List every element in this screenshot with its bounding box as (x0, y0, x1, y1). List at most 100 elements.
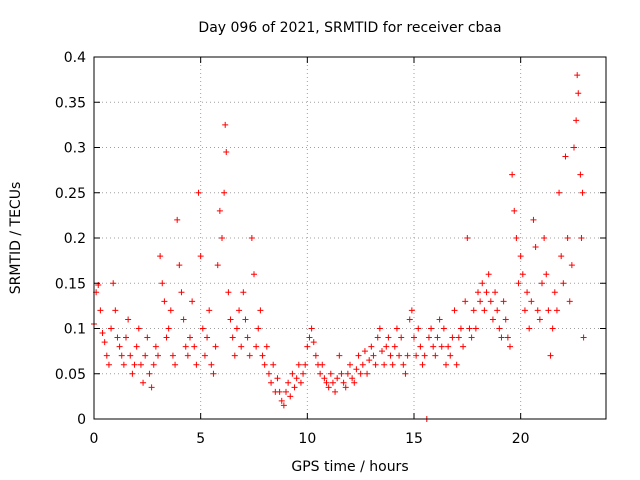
x-axis-label: GPS time / hours (291, 459, 408, 475)
data-point (306, 334, 313, 341)
data-point (349, 375, 356, 382)
data-point (157, 253, 164, 260)
data-point (509, 171, 516, 178)
data-point (210, 370, 217, 377)
data-point (434, 334, 441, 341)
data-point (291, 384, 298, 391)
data-point (180, 316, 187, 323)
data-point (323, 379, 330, 386)
data-point (357, 370, 364, 377)
data-point (182, 343, 189, 350)
data-point (329, 379, 336, 386)
data-point (372, 361, 379, 368)
data-point (295, 361, 302, 368)
data-point (580, 334, 587, 341)
data-point (374, 334, 381, 341)
data-point (125, 316, 132, 323)
data-point (204, 334, 211, 341)
chart-title: Day 096 of 2021, SRMTID for receiver cba… (198, 20, 501, 36)
data-point (317, 370, 324, 377)
data-point (528, 298, 535, 305)
data-point (233, 325, 240, 332)
data-point (152, 343, 159, 350)
data-point (268, 379, 275, 386)
data-point (577, 171, 584, 178)
data-point (504, 334, 511, 341)
data-point (321, 375, 328, 382)
data-point (274, 375, 281, 382)
data-point (231, 352, 238, 359)
data-point (140, 379, 147, 386)
data-point (385, 334, 392, 341)
data-point (468, 334, 475, 341)
data-point (511, 207, 518, 214)
data-point (381, 361, 388, 368)
data-point (325, 384, 332, 391)
data-point (116, 343, 123, 350)
data-point (135, 325, 142, 332)
data-point (530, 216, 537, 223)
data-point (524, 289, 531, 296)
data-point (472, 325, 479, 332)
data-point (280, 402, 287, 409)
data-point (389, 361, 396, 368)
data-point (148, 384, 155, 391)
x-tick-label: 15 (405, 431, 423, 447)
data-point (137, 361, 144, 368)
data-point (244, 334, 251, 341)
data-point (549, 325, 556, 332)
data-point (310, 339, 317, 346)
data-point (515, 280, 522, 287)
data-point (498, 334, 505, 341)
data-point (568, 262, 575, 269)
data-point (513, 235, 520, 241)
data-point (187, 334, 193, 341)
data-point (332, 388, 339, 395)
data-point (417, 343, 424, 350)
data-point (169, 352, 176, 359)
data-point (118, 352, 125, 359)
data-point (419, 361, 426, 368)
data-point (432, 352, 439, 359)
data-point (449, 334, 456, 341)
data-point (344, 370, 351, 377)
data-point (227, 316, 234, 323)
data-point (270, 361, 277, 368)
data-point (457, 325, 464, 332)
data-point (161, 298, 168, 305)
data-point (464, 235, 471, 241)
data-point (494, 307, 501, 314)
data-point (393, 325, 400, 332)
data-point (155, 352, 161, 359)
data-point (560, 280, 567, 287)
y-tick-label: 0.25 (55, 186, 86, 202)
data-point (370, 352, 377, 359)
data-point (553, 307, 560, 314)
data-point (517, 253, 524, 260)
data-point (545, 307, 552, 314)
data-point (541, 235, 548, 241)
data-point (142, 352, 149, 359)
data-point (263, 343, 270, 350)
y-tick-label: 0.15 (55, 276, 86, 292)
data-point (229, 334, 236, 341)
data-point (199, 325, 206, 332)
data-point (174, 216, 181, 223)
data-point (447, 352, 454, 359)
data-point (460, 343, 467, 350)
data-point (112, 307, 119, 314)
data-point (579, 189, 586, 196)
data-point (163, 334, 170, 341)
data-point (347, 361, 353, 368)
data-point (223, 149, 230, 156)
data-point (120, 361, 127, 368)
data-point (99, 330, 106, 337)
data-point (146, 370, 153, 377)
data-point (539, 280, 545, 287)
data-point (571, 144, 577, 151)
data-point (338, 370, 345, 377)
data-point (225, 289, 232, 296)
data-point (564, 235, 571, 241)
